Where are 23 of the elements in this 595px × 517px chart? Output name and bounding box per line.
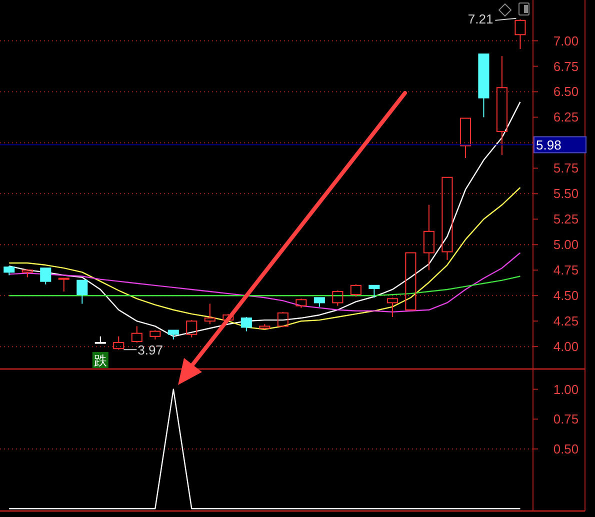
y-tick-label: 4.50 [553,288,579,304]
ref-line-label: 5.98 [536,138,562,153]
y-tick-label: 5.75 [553,160,579,176]
y-tick-label: 1.00 [553,382,579,397]
annotation: 跌 [94,353,107,368]
y-tick-label: 7.00 [553,33,579,48]
y-tick-label: 6.25 [553,110,579,125]
y-tick-label: 4.75 [553,262,579,278]
annotation: 7.21 [468,11,494,26]
y-tick-label: 4.00 [553,339,579,354]
y-tick-label: 0.50 [553,441,579,456]
candlestick [496,56,508,156]
y-tick-label: 6.50 [553,84,579,100]
annotation: 3.97 [138,342,163,358]
y-tick-label: 5.50 [553,186,579,202]
line-series [8,252,521,313]
line-series [8,186,521,330]
y-tick-label: 5.25 [553,212,579,227]
y-tick-label: 4.25 [553,314,579,329]
y-tick-label: 0.75 [553,412,579,427]
y-tick-label: 6.75 [553,58,579,74]
y-tick-label: 5.00 [553,237,579,252]
candlestick [423,204,434,271]
